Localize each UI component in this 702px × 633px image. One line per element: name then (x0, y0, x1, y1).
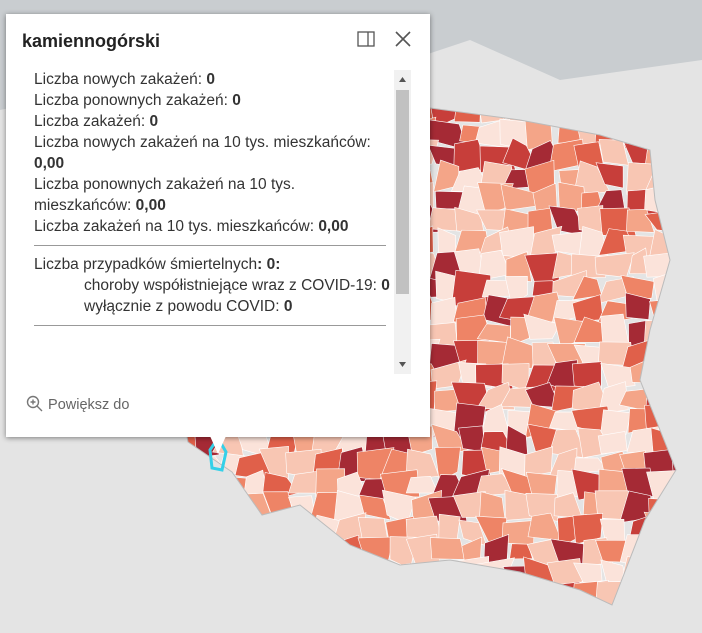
region (600, 362, 636, 389)
region (429, 537, 466, 560)
field: Liczba ponownych zakażeń: 0 (26, 90, 392, 111)
region (481, 279, 511, 298)
zoom-link[interactable]: Powiększ do (26, 395, 129, 413)
region (358, 494, 392, 521)
separator (34, 325, 386, 326)
field-label: wyłącznie z powodu COVID: (84, 298, 280, 315)
sub-field: choroby współistniejące wraz z COVID-19:… (26, 275, 392, 296)
popup-content: Liczba nowych zakażeń: 0 Liczba ponownych… (26, 69, 392, 373)
region (572, 513, 604, 545)
region (434, 446, 461, 482)
field: Liczba zakażeń na 10 tys. mieszkańców: 0… (26, 216, 392, 237)
region (499, 226, 535, 259)
sub-field: wyłącznie z powodu COVID: 0 (26, 296, 392, 317)
dock-button[interactable] (357, 31, 375, 47)
scroll-thumb[interactable] (396, 90, 409, 294)
field-value: 0 (381, 277, 390, 294)
field-value: 0 (149, 113, 159, 130)
field: Liczba ponownych zakażeń na 10 tys. mies… (26, 174, 392, 216)
field-label: Liczba nowych zakażeń na 10 tys. mieszka… (34, 134, 371, 151)
zoom-icon (26, 395, 43, 412)
popup-pointer (210, 436, 226, 454)
field: Liczba nowych zakażeń: 0 (26, 69, 392, 90)
field-value: 0 (206, 71, 215, 88)
separator (34, 245, 386, 246)
field-value: 0 (232, 92, 241, 109)
field: Liczba przypadków śmiertelnych: 0: (26, 254, 392, 275)
field-value: : 0: (257, 256, 281, 273)
region (595, 162, 624, 189)
region (598, 381, 629, 415)
field-label: Liczba przypadków śmiertelnych (34, 256, 258, 273)
region (529, 225, 563, 260)
field-value: 0,00 (135, 197, 166, 214)
region (600, 409, 632, 436)
popup-controls[interactable] (356, 30, 416, 50)
field: Liczba nowych zakażeń na 10 tys. mieszka… (26, 132, 392, 174)
field-value: 0,00 (318, 218, 349, 235)
field-label: Liczba ponownych zakażeń: (34, 92, 228, 109)
popup-title: kamiennogórski (22, 31, 161, 51)
region (671, 447, 676, 480)
zoom-text[interactable]: Powiększ do (48, 397, 130, 413)
region (258, 445, 289, 480)
region (509, 543, 533, 560)
region (505, 251, 532, 282)
scrollbar[interactable] (394, 70, 411, 374)
close-button[interactable] (395, 31, 411, 47)
region (625, 292, 651, 320)
field-value: 0 (283, 298, 293, 315)
field-value: 0,00 (34, 155, 65, 172)
field-label: Liczba zakażeń: (34, 113, 146, 130)
field-label: Liczba nowych zakażeń: (34, 71, 203, 88)
region (523, 313, 561, 340)
field-label: choroby współistniejące wraz z COVID-19: (84, 277, 377, 294)
field: Liczba zakażeń: 0 (26, 111, 392, 132)
field-label: Liczba ponownych zakażeń na 10 tys. mies… (34, 176, 296, 214)
field-label: Liczba zakażeń na 10 tys. mieszkańców: (34, 218, 314, 235)
region (501, 336, 537, 370)
region (510, 316, 530, 346)
